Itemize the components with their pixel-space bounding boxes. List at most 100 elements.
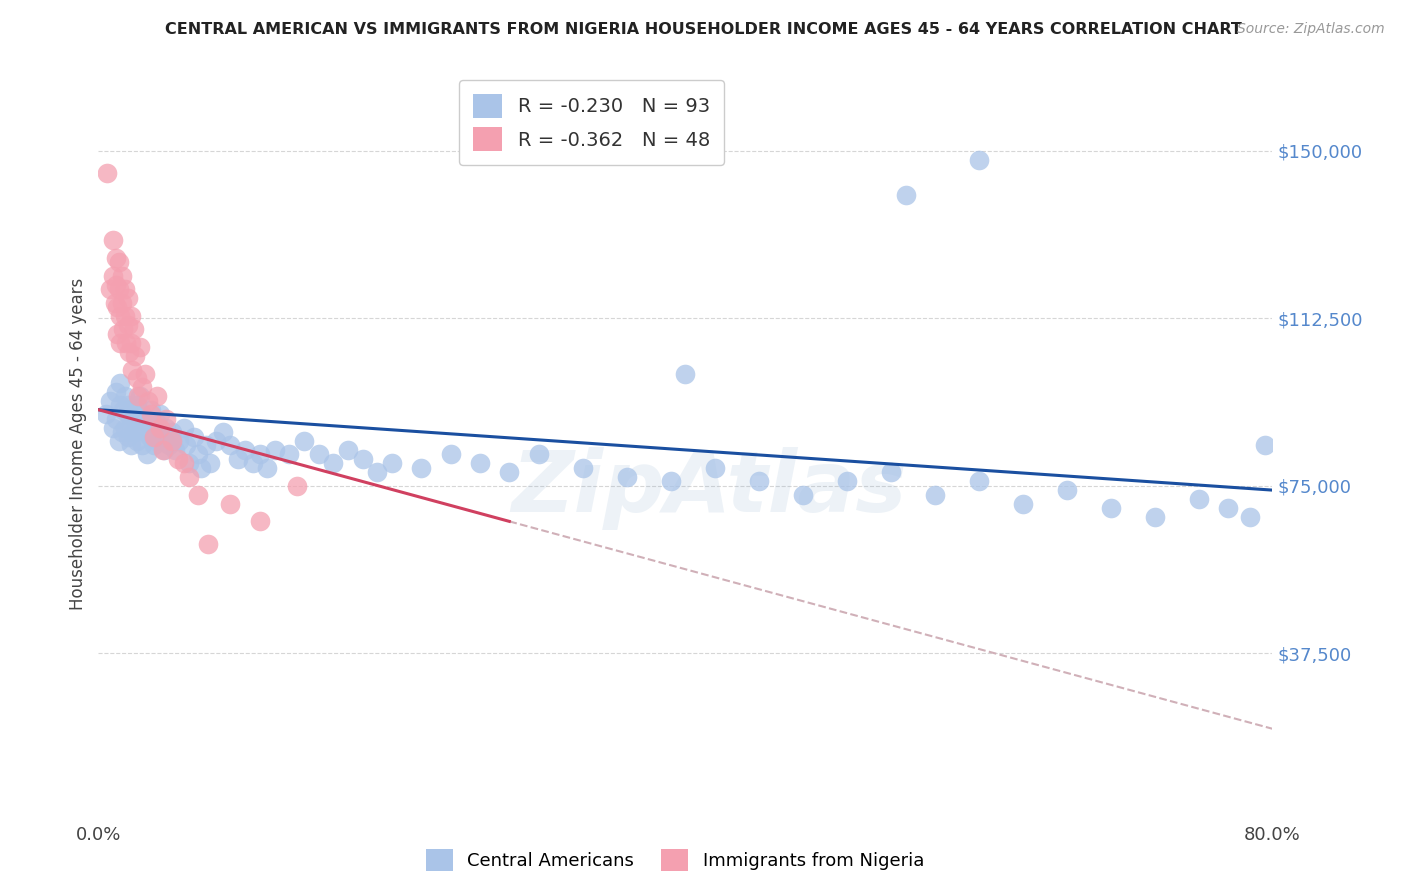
Point <box>336 442 359 457</box>
Point <box>149 407 172 421</box>
Point <box>468 456 491 470</box>
Point <box>101 233 124 247</box>
Point <box>110 376 132 390</box>
Point <box>117 318 139 332</box>
Point <box>105 384 128 399</box>
Point <box>967 153 990 167</box>
Point <box>98 393 121 408</box>
Point <box>112 322 135 336</box>
Point <box>880 465 903 479</box>
Point <box>226 451 249 466</box>
Point <box>166 451 188 466</box>
Point <box>1239 509 1261 524</box>
Point <box>103 295 125 310</box>
Point <box>205 434 228 448</box>
Point <box>134 425 156 439</box>
Point <box>571 460 593 475</box>
Point <box>107 300 129 314</box>
Point <box>117 291 139 305</box>
Point <box>108 434 131 448</box>
Point <box>110 398 132 412</box>
Point <box>108 255 131 269</box>
Point <box>439 447 461 461</box>
Point <box>1188 491 1211 506</box>
Point <box>249 515 271 529</box>
Point <box>121 402 143 417</box>
Point <box>115 335 138 350</box>
Point <box>197 537 219 551</box>
Point <box>124 411 146 425</box>
Point <box>128 420 150 434</box>
Point <box>198 456 221 470</box>
Point <box>111 295 134 310</box>
Point <box>308 447 330 461</box>
Point <box>1012 496 1035 510</box>
Point <box>110 309 132 323</box>
Point <box>110 335 132 350</box>
Point <box>141 407 163 421</box>
Point <box>659 474 682 488</box>
Point <box>143 438 166 452</box>
Point <box>152 442 174 457</box>
Text: Source: ZipAtlas.com: Source: ZipAtlas.com <box>1237 22 1385 37</box>
Point <box>120 335 142 350</box>
Point <box>141 402 163 417</box>
Point <box>285 478 308 492</box>
Point <box>278 447 301 461</box>
Point <box>111 425 134 439</box>
Point <box>675 367 697 381</box>
Point <box>128 340 150 354</box>
Point <box>139 429 162 443</box>
Point <box>107 326 129 341</box>
Point <box>219 438 242 452</box>
Point <box>120 438 142 452</box>
Point <box>256 460 278 475</box>
Point <box>101 268 124 283</box>
Point <box>1254 438 1277 452</box>
Point <box>167 434 190 448</box>
Point <box>153 442 176 457</box>
Point <box>125 398 148 412</box>
Point <box>381 456 404 470</box>
Point <box>249 447 271 461</box>
Point <box>117 407 139 421</box>
Point <box>118 344 141 359</box>
Point <box>194 438 217 452</box>
Point <box>117 398 139 412</box>
Legend: R = -0.230   N = 93, R = -0.362   N = 48: R = -0.230 N = 93, R = -0.362 N = 48 <box>460 80 724 165</box>
Point <box>179 456 201 470</box>
Point <box>1099 500 1122 515</box>
Point <box>894 188 917 202</box>
Y-axis label: Householder Income Ages 45 - 64 years: Householder Income Ages 45 - 64 years <box>69 277 87 610</box>
Point <box>131 438 153 452</box>
Point <box>127 389 149 403</box>
Point <box>101 420 124 434</box>
Point <box>105 251 128 265</box>
Point <box>125 434 148 448</box>
Point <box>527 447 550 461</box>
Point <box>292 434 315 448</box>
Point <box>792 487 814 501</box>
Point <box>1056 483 1078 497</box>
Point <box>411 460 433 475</box>
Point <box>143 429 166 443</box>
Point <box>149 420 172 434</box>
Point <box>136 416 159 430</box>
Legend: Central Americans, Immigrants from Nigeria: Central Americans, Immigrants from Niger… <box>419 842 931 879</box>
Point <box>98 282 121 296</box>
Point <box>146 389 169 403</box>
Point <box>366 465 388 479</box>
Point <box>122 425 145 439</box>
Point <box>160 434 183 448</box>
Point <box>131 380 153 394</box>
Point <box>111 268 134 283</box>
Point <box>1144 509 1167 524</box>
Point <box>120 416 142 430</box>
Point <box>114 389 136 403</box>
Point <box>121 362 143 376</box>
Point <box>108 282 131 296</box>
Point <box>322 456 344 470</box>
Point <box>835 474 858 488</box>
Text: CENTRAL AMERICAN VS IMMIGRANTS FROM NIGERIA HOUSEHOLDER INCOME AGES 45 - 64 YEAR: CENTRAL AMERICAN VS IMMIGRANTS FROM NIGE… <box>165 22 1241 37</box>
Point <box>242 456 264 470</box>
